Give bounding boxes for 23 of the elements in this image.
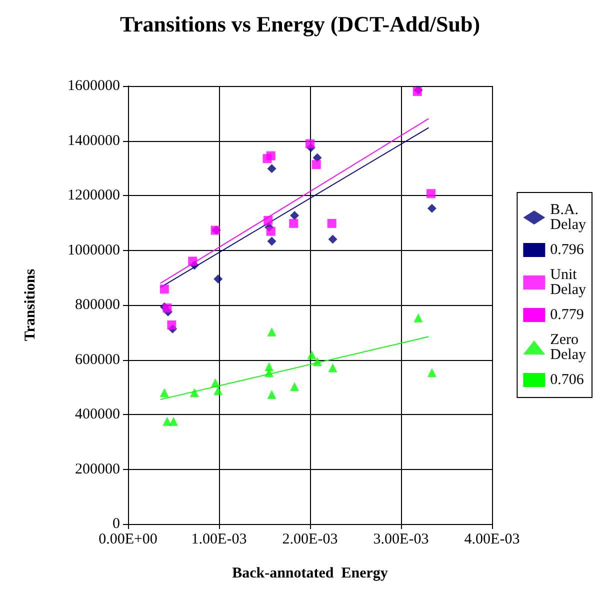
y-tick-label: 400000 <box>75 406 120 422</box>
legend-label: 0.796 <box>550 242 584 258</box>
legend-label: Unit Delay <box>550 267 586 298</box>
x-tick-label: 3.00E-03 <box>373 532 429 548</box>
y-tick-label: 1400000 <box>68 132 120 149</box>
x-tick-label: 2.00E-03 <box>282 532 338 548</box>
legend-label: 0.779 <box>550 307 584 323</box>
y-tick-label: 200000 <box>75 461 120 478</box>
legend-label: 0.706 <box>550 372 584 388</box>
x-axis-title: Back-annotated Energy <box>232 566 388 582</box>
x-tick-label: 1.00E-03 <box>191 532 247 548</box>
chart-title: Transitions vs Energy (DCT-Add/Sub) <box>120 12 480 36</box>
y-tick-label: 1000000 <box>68 242 120 258</box>
x-tick-label: 0.00E+00 <box>98 532 158 548</box>
y-tick-label: 1600000 <box>68 78 120 94</box>
y-tick-label: 800000 <box>75 297 120 313</box>
y-tick-label: 600000 <box>75 352 120 368</box>
y-axis-title: Transitions <box>22 268 38 342</box>
legend-label: B.A. Delay <box>550 202 586 233</box>
y-tick-label: 1200000 <box>68 188 120 204</box>
y-tick-label: 0 <box>112 516 120 532</box>
legend-label: Zero Delay <box>550 332 586 363</box>
x-tick-label: 4.00E-03 <box>464 532 520 548</box>
